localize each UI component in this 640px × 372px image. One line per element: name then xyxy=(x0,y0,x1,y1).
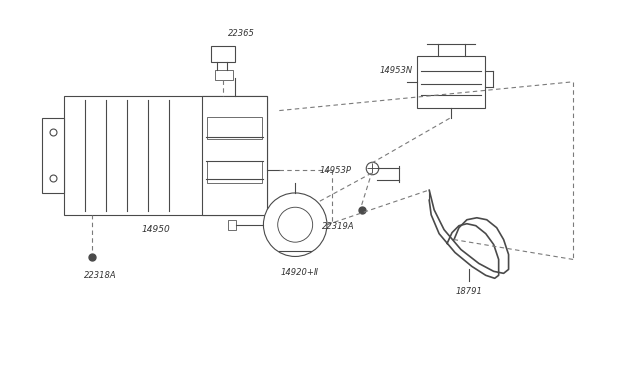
Circle shape xyxy=(278,207,313,242)
Text: 22319A: 22319A xyxy=(322,222,355,231)
Bar xyxy=(42,118,64,193)
Circle shape xyxy=(264,193,327,256)
Bar xyxy=(417,56,484,108)
Bar xyxy=(228,220,236,230)
Bar xyxy=(64,96,268,215)
Text: 22365: 22365 xyxy=(228,29,255,38)
Text: 18791: 18791 xyxy=(456,287,483,296)
Bar xyxy=(207,161,262,183)
Text: 14953N: 14953N xyxy=(380,66,413,75)
Bar xyxy=(211,46,235,62)
Text: 22318A: 22318A xyxy=(84,271,116,280)
Text: 14920+Ⅱ: 14920+Ⅱ xyxy=(280,268,318,278)
Bar xyxy=(207,117,262,138)
Text: 14950: 14950 xyxy=(141,225,170,234)
Bar xyxy=(215,70,233,80)
Text: 14953P: 14953P xyxy=(320,166,352,174)
Bar xyxy=(202,96,268,215)
